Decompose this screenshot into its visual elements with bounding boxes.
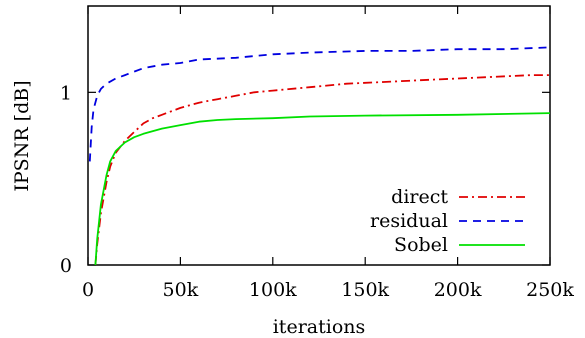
x-tick-label: 100k [249, 279, 297, 301]
x-tick-label: 0 [82, 279, 94, 301]
y-tick-label: 1 [60, 82, 72, 104]
y-tick-label: 0 [60, 255, 72, 277]
legend-label: residual [370, 210, 448, 232]
series-line-direct [94, 74, 550, 266]
plot-frame [87, 5, 551, 266]
x-tick-label: 250k [526, 279, 574, 301]
x-tick-label: 50k [163, 279, 199, 301]
series-layer [88, 46, 551, 266]
y-axis-label: IPSNR [dB] [11, 80, 33, 191]
series-line-sobel [94, 112, 551, 266]
series-line-residual [88, 46, 551, 162]
legend-label: Sobel [394, 234, 448, 256]
x-tick-label: 200k [434, 279, 482, 301]
axis-ticks: 0 50k 100k 150k 200k 250k 0 1 [60, 6, 574, 301]
legend-label: direct [391, 186, 448, 208]
x-tick-label: 150k [341, 279, 389, 301]
x-axis-label: iterations [273, 316, 366, 338]
